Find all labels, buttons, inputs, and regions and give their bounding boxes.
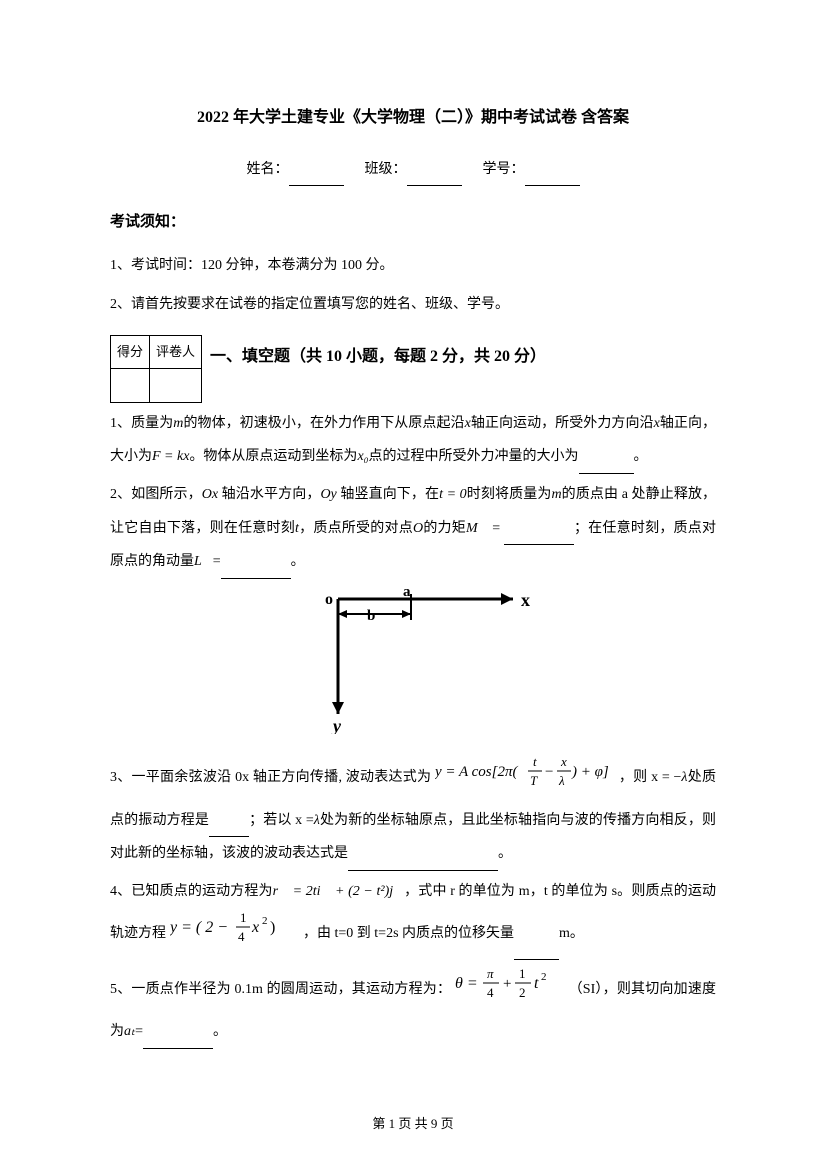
q2-t6: ，质点所受的对点 <box>299 521 413 536</box>
q2-t8: = <box>489 521 504 536</box>
question-4: 4、已知质点的运动方程为r⃗ = 2ti⃗ + (2 − t²)j⃗，式中 r … <box>110 875 716 960</box>
svg-text:2: 2 <box>262 915 268 927</box>
diagram-x-label: x <box>521 590 530 610</box>
svg-text:−: − <box>545 764 553 780</box>
q4-t4: m。 <box>559 926 584 941</box>
q2-f4: m <box>551 487 561 502</box>
svg-text:): ) <box>270 919 275 936</box>
q3-t1: 3、一平面余弦波沿 0x 轴正方向传播, 波动表达式为 <box>110 770 435 785</box>
q5-t3: = <box>135 1024 143 1039</box>
q2-diagram: o x a y b <box>110 584 716 747</box>
q4-formula-y: y = ( 2 − 1 4 x 2 ) <box>170 908 300 960</box>
q2-blank1[interactable] <box>504 529 574 545</box>
q5-formula-theta: θ = π 4 + 1 2 t 2 <box>455 964 565 1016</box>
name-blank[interactable] <box>289 170 344 186</box>
q1-t2: 的物体，初速极小，在外力作用下从原点起沿 <box>183 416 464 431</box>
q1-t7: 。 <box>634 449 648 464</box>
q2-f8: L⃗ <box>194 554 213 569</box>
q2-f1: Ox <box>202 487 218 502</box>
instruction-2: 2、请首先按要求在试卷的指定位置填写您的姓名、班级、学号。 <box>110 290 716 321</box>
question-3: 3、一平面余弦波沿 0x 轴正方向传播, 波动表达式为 y = A cos[2π… <box>110 752 716 871</box>
q5-f3: aₜ <box>124 1024 135 1039</box>
svg-text:1: 1 <box>240 910 247 925</box>
svg-text:T: T <box>530 773 538 788</box>
svg-text:x: x <box>251 919 259 936</box>
q4-t1: 4、已知质点的运动方程为 <box>110 884 273 899</box>
q3-blank1[interactable] <box>209 821 249 837</box>
q1-f1: m <box>173 416 183 431</box>
q3-t6: 。 <box>498 846 512 861</box>
q2-t7: 的力矩 <box>423 521 466 536</box>
student-info: 姓名： 班级： 学号： <box>110 155 716 186</box>
q2-t4: 时刻将质量为 <box>467 487 552 502</box>
svg-text:y = A cos[2π(: y = A cos[2π( <box>435 764 518 780</box>
score-table: 得分 评卷人 <box>110 335 202 403</box>
q3-t2: ，则 x = − <box>619 770 682 785</box>
q2-t3: 轴竖直向下，在 <box>337 487 439 502</box>
diagram-y-label: y <box>331 716 342 734</box>
q1-t3: 轴正向运动，所受外力方向沿 <box>471 416 654 431</box>
q1-blank[interactable] <box>579 458 634 474</box>
q2-t2: 轴沿水平方向， <box>218 487 320 502</box>
instruction-1: 1、考试时间：120 分钟，本卷满分为 100 分。 <box>110 251 716 282</box>
q1-f5: x₀ <box>357 449 368 464</box>
q2-t10: = <box>213 554 221 569</box>
exam-title: 2022 年大学土建专业《大学物理（二）》期中考试试卷 含答案 <box>110 100 716 135</box>
svg-text:θ =: θ = <box>455 975 478 992</box>
svg-text:1: 1 <box>519 966 526 981</box>
page-footer: 第 1 页 共 9 页 <box>0 1110 826 1139</box>
svg-text:x: x <box>560 754 567 769</box>
q3-blank2[interactable] <box>348 855 498 871</box>
class-label: 班级： <box>365 162 407 177</box>
q3-formula-main: y = A cos[2π( t T − x λ ) + φ] <box>435 752 615 804</box>
q1-t5: 。物体从原点运动到坐标为 <box>189 449 357 464</box>
q5-blank[interactable] <box>143 1033 213 1049</box>
id-label: 学号： <box>483 162 525 177</box>
name-label: 姓名： <box>247 162 289 177</box>
score-blank2[interactable] <box>150 369 202 403</box>
svg-text:π: π <box>487 966 494 981</box>
svg-text:2: 2 <box>519 985 526 1000</box>
class-blank[interactable] <box>407 170 462 186</box>
q5-t4: 。 <box>213 1024 227 1039</box>
q4-blank[interactable] <box>514 944 559 960</box>
q1-f4: F = kx <box>152 449 189 464</box>
svg-text:+: + <box>503 976 511 992</box>
q2-t1: 2、如图所示， <box>110 487 202 502</box>
q2-blank2[interactable] <box>221 563 291 579</box>
score-blank1[interactable] <box>111 369 150 403</box>
q4-f1: r⃗ = 2ti⃗ + (2 − t²)j⃗ <box>273 884 404 899</box>
question-2: 2、如图所示，Ox 轴沿水平方向，Oy 轴竖直向下，在t = 0时刻将质量为m 的… <box>110 478 716 579</box>
q2-f7: M⃗ <box>466 521 489 536</box>
diagram-o-label: o <box>325 591 333 608</box>
instructions-header: 考试须知： <box>110 206 716 239</box>
question-1: 1、质量为m的物体，初速极小，在外力作用下从原点起沿x轴正向运动，所受外力方向沿… <box>110 407 716 474</box>
q2-f3: t = 0 <box>439 487 467 502</box>
svg-text:t: t <box>533 754 537 769</box>
id-blank[interactable] <box>525 170 580 186</box>
svg-text:4: 4 <box>238 929 245 944</box>
q2-f6: O <box>413 521 423 536</box>
diagram-a-label: a <box>403 584 411 600</box>
diagram-b-label: b <box>367 608 375 624</box>
q3-t4: ；若以 x = <box>249 813 314 828</box>
q4-t3: ，由 t=0 到 t=2s 内质点的位移矢量 <box>303 926 514 941</box>
score-col2: 评卷人 <box>150 335 202 369</box>
q2-t11: 。 <box>291 554 305 569</box>
svg-text:t: t <box>534 975 539 992</box>
q1-t6: 点的过程中所受外力冲量的大小为 <box>369 449 579 464</box>
svg-text:) + φ]: ) + φ] <box>571 764 609 780</box>
q5-t1: 5、一质点作半径为 0.1m 的圆周运动，其运动方程为： <box>110 982 451 997</box>
score-col1: 得分 <box>111 335 150 369</box>
question-5: 5、一质点作半径为 0.1m 的圆周运动，其运动方程为： θ = π 4 + 1… <box>110 964 716 1049</box>
svg-text:λ: λ <box>558 773 565 788</box>
q1-t1: 1、质量为 <box>110 416 173 431</box>
q2-f2: Oy <box>320 487 336 502</box>
svg-text:y = ( 2 −: y = ( 2 − <box>170 919 228 936</box>
svg-text:2: 2 <box>541 971 547 983</box>
svg-text:4: 4 <box>487 985 494 1000</box>
